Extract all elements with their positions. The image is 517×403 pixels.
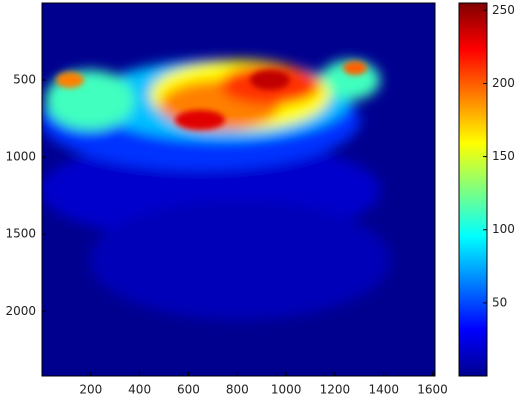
colorbar (459, 3, 487, 376)
colorbar-tick-label: 200 (492, 76, 515, 90)
x-tick-label: 600 (177, 383, 200, 397)
y-tick-label: 500 (13, 73, 36, 87)
y-tick-label: 2000 (5, 304, 36, 318)
x-tick-label: 1200 (320, 383, 351, 397)
heatmap-image (40, 3, 435, 376)
colorbar-tick-label: 100 (492, 222, 515, 236)
colorbar-tick-label: 250 (492, 3, 515, 17)
x-tick-label: 400 (128, 383, 151, 397)
x-tick-label: 1400 (368, 383, 399, 397)
x-tick-label: 1000 (271, 383, 302, 397)
x-tick-label: 200 (79, 383, 102, 397)
x-tick-label: 1600 (417, 383, 448, 397)
colorbar-tick-label: 50 (492, 295, 507, 309)
y-tick-label: 1500 (5, 227, 36, 241)
x-tick-label: 800 (226, 383, 249, 397)
y-tick-label: 1000 (5, 150, 36, 164)
chart: 200 400 600 800 1000 1200 1400 1600 500 1000 1500 2… (0, 0, 517, 403)
colorbar-tick-label: 150 (492, 149, 515, 163)
